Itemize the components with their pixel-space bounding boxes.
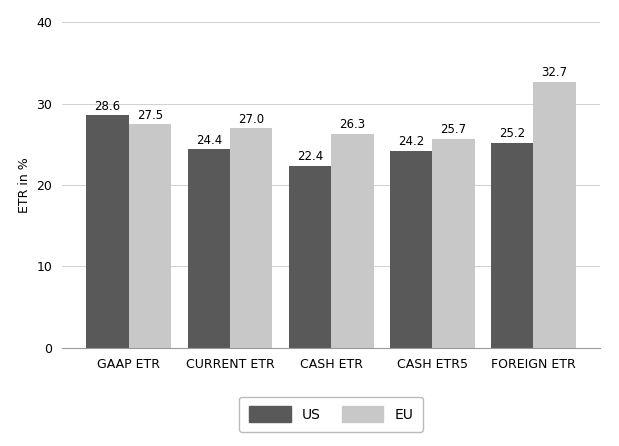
- Bar: [87, 115, 129, 348]
- Bar: [534, 82, 576, 348]
- Text: 24.2: 24.2: [398, 136, 424, 149]
- Bar: [331, 134, 374, 348]
- Bar: [230, 128, 272, 348]
- Text: 26.3: 26.3: [339, 118, 365, 132]
- Y-axis label: ETR in %: ETR in %: [18, 157, 31, 213]
- Text: 25.7: 25.7: [441, 123, 467, 136]
- Bar: [188, 149, 230, 348]
- Text: 24.4: 24.4: [196, 134, 222, 147]
- Bar: [432, 139, 475, 348]
- Bar: [491, 143, 534, 348]
- Bar: [390, 151, 432, 348]
- Bar: [288, 165, 331, 348]
- Bar: [129, 124, 171, 348]
- Text: 22.4: 22.4: [297, 150, 323, 163]
- Text: 27.0: 27.0: [238, 113, 264, 126]
- Text: 28.6: 28.6: [95, 99, 121, 113]
- Text: 27.5: 27.5: [137, 109, 163, 122]
- Text: 25.2: 25.2: [499, 127, 526, 140]
- Text: 32.7: 32.7: [542, 66, 568, 79]
- Legend: US, EU: US, EU: [240, 396, 423, 432]
